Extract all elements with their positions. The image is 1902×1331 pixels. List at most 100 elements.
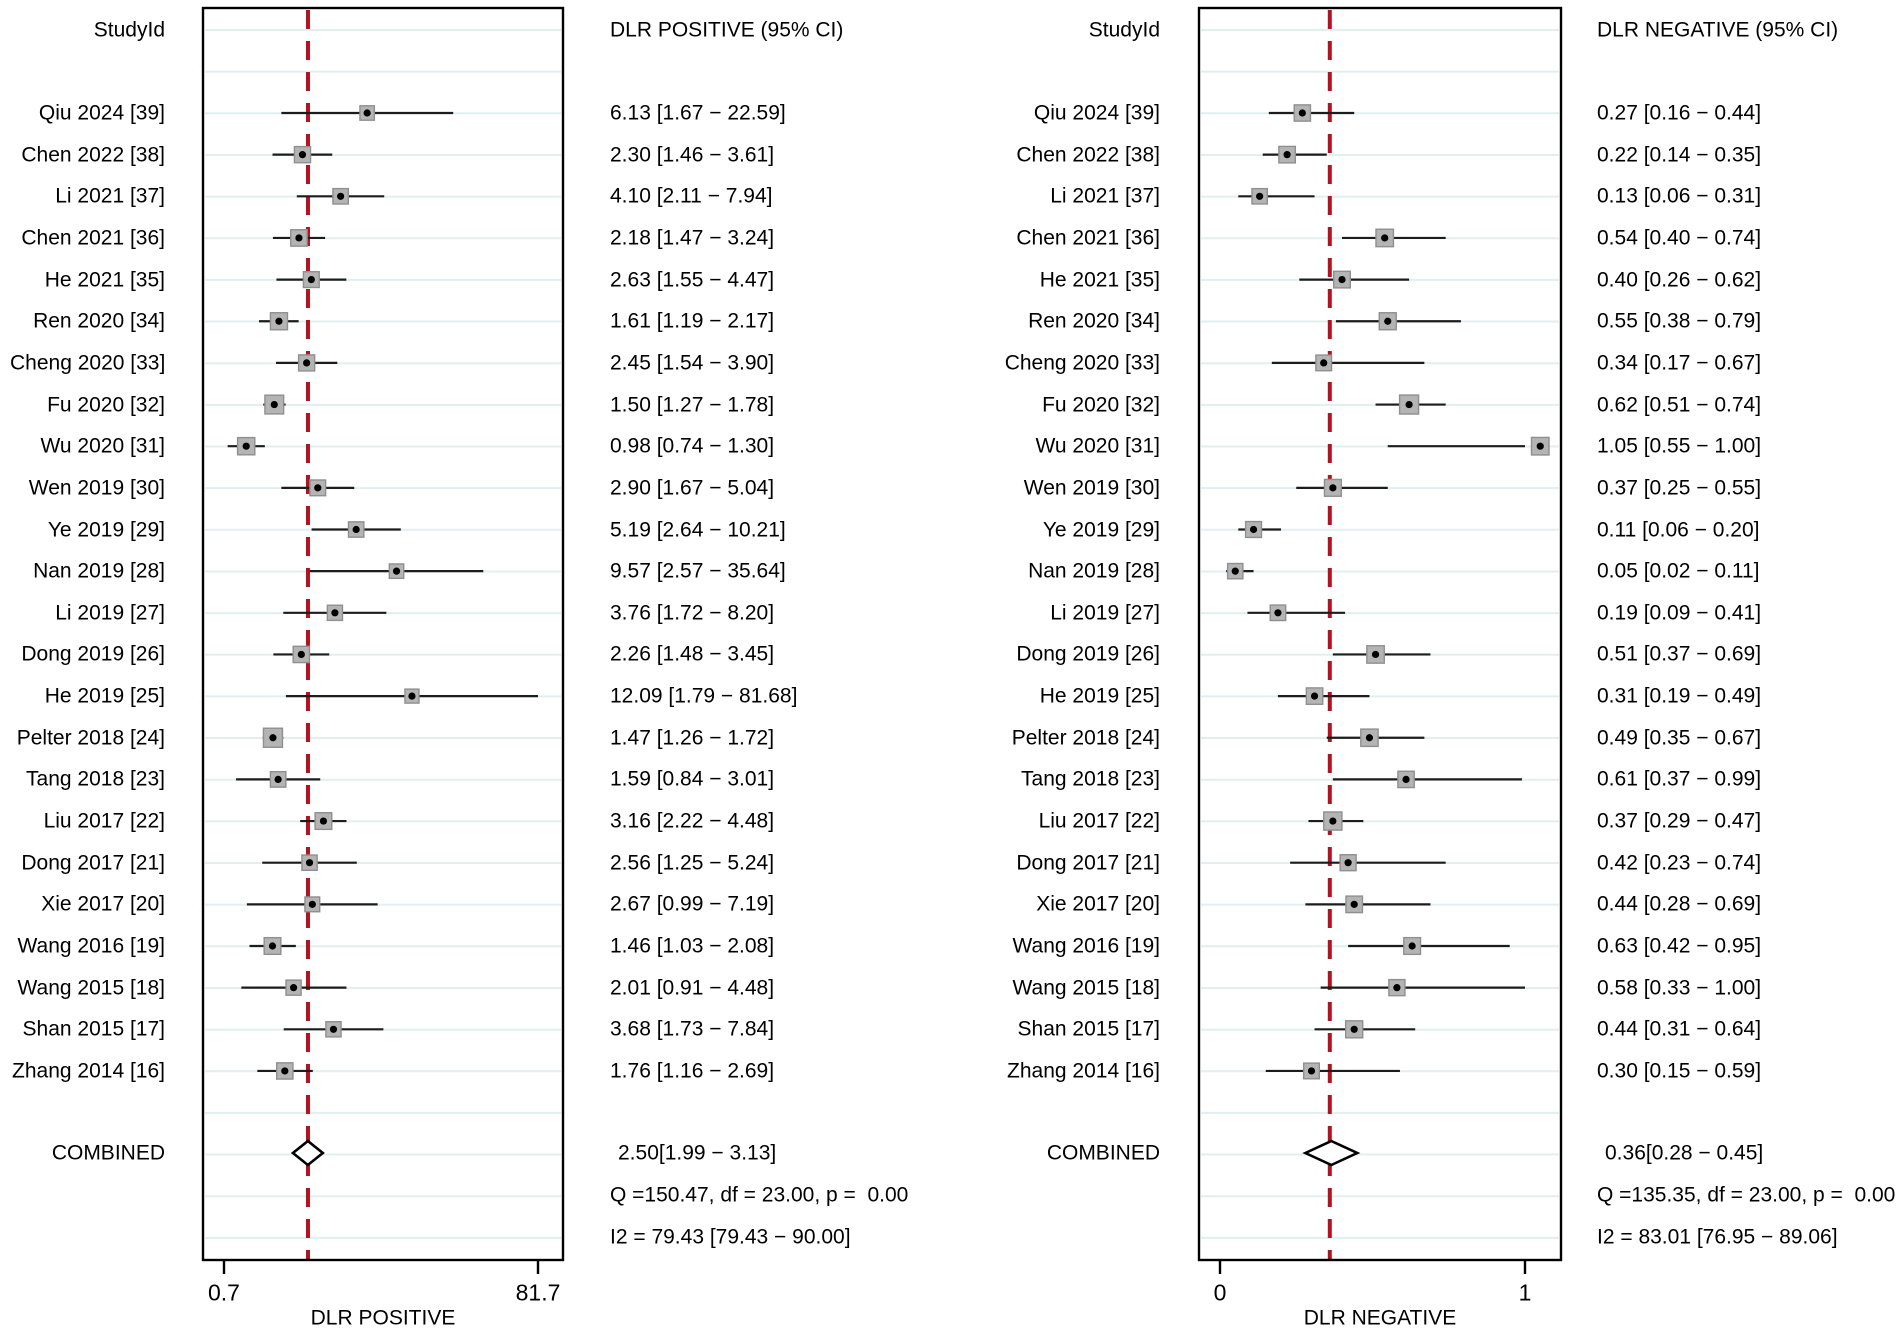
ci-value: 3.68 [1.73 − 7.84] [610, 1017, 775, 1041]
study-label: Ye 2019 [29] [1042, 518, 1160, 541]
point-estimate-dot [303, 359, 311, 367]
study-label: Qiu 2024 [39] [38, 101, 165, 125]
point-estimate-dot [1384, 317, 1392, 325]
ci-value: 1.50 [1.27 − 1.78] [610, 393, 775, 417]
point-estimate-dot [352, 525, 360, 534]
study-label: He 2019 [25] [1039, 684, 1160, 708]
study-label: Wen 2019 [30] [28, 476, 165, 500]
study-label: Wen 2019 [30] [1023, 476, 1160, 500]
point-estimate-dot [1350, 1025, 1358, 1033]
ci-value: 0.05 [0.02 − 0.11] [1597, 559, 1760, 583]
study-label: Ye 2019 [29] [47, 518, 165, 541]
plot-box [1197, 6, 1563, 1262]
study-label: Wang 2015 [18] [17, 976, 166, 1000]
ci-value: 0.98 [0.74 − 1.30] [610, 434, 775, 458]
combined-label-right: COMBINED [1046, 1141, 1160, 1165]
heterogeneity-i2-left: I2 = 79.43 [79.43 − 90.00] [610, 1225, 851, 1249]
ci-value: 2.18 [1.47 − 3.24] [610, 226, 775, 250]
ci-value: 0.62 [0.51 − 0.74] [1597, 393, 1762, 417]
ci-value: 0.58 [0.33 − 1.00] [1597, 976, 1762, 1000]
x-tick-label-right-min: 0 [1213, 1279, 1227, 1306]
studyid-header-left: StudyId [93, 18, 165, 42]
point-estimate-dot [1329, 484, 1337, 492]
combined-label-left: COMBINED [51, 1141, 165, 1165]
point-estimate-dot [408, 692, 416, 700]
ci-value: 5.19 [2.64 − 10.21] [610, 518, 786, 541]
study-label: Chen 2021 [36] [21, 226, 165, 250]
study-label: Liu 2017 [22] [43, 809, 165, 833]
study-label: Ren 2020 [34] [33, 309, 165, 333]
point-estimate-dot [331, 609, 339, 617]
study-label: Li 2021 [37] [55, 184, 165, 208]
ci-value: 0.13 [0.06 − 0.31] [1597, 184, 1762, 208]
point-estimate-dot [268, 942, 277, 950]
study-label: Li 2019 [27] [55, 601, 165, 625]
ci-value: 3.16 [2.22 − 4.48] [610, 809, 775, 833]
study-label: Pelter 2018 [24] [16, 726, 165, 750]
point-estimate-dot [269, 734, 277, 742]
ci-value: 0.55 [0.38 − 0.79] [1597, 309, 1762, 333]
study-label: Wu 2020 [31] [40, 434, 165, 458]
study-label: Dong 2017 [21] [1016, 851, 1160, 875]
heterogeneity-i2-right: I2 = 83.01 [76.95 − 89.06] [1597, 1225, 1838, 1249]
point-estimate-dot [1350, 900, 1358, 908]
ci-value: 1.59 [0.84 − 3.01] [610, 767, 775, 791]
study-label: Dong 2019 [26] [1016, 642, 1160, 666]
point-estimate-dot [305, 859, 314, 867]
point-estimate-dot [308, 900, 316, 908]
study-label: Zhang 2014 [16] [1007, 1059, 1160, 1083]
point-estimate-dot [1338, 276, 1346, 284]
point-estimate-dot [307, 276, 315, 284]
point-estimate-dot [337, 192, 345, 200]
point-estimate-dot [1381, 234, 1389, 242]
point-estimate-dot [1298, 109, 1306, 117]
ci-value: 0.40 [0.26 − 0.62] [1597, 268, 1762, 292]
point-estimate-dot [281, 1067, 289, 1075]
ci-value: 2.90 [1.67 − 5.04] [610, 476, 775, 500]
ci-value: 2.01 [0.91 − 4.48] [610, 976, 775, 1000]
study-label: Li 2021 [37] [1050, 184, 1160, 208]
study-label: Xie 2017 [20] [41, 892, 165, 916]
ci-value: 1.46 [1.03 − 2.08] [610, 934, 775, 958]
point-estimate-dot [1307, 1067, 1316, 1075]
ci-value: 0.30 [0.15 − 0.59] [1597, 1059, 1762, 1083]
study-label: Nan 2019 [28] [1028, 559, 1160, 583]
plot-box [201, 6, 565, 1262]
ci-value: 0.37 [0.29 − 0.47] [1597, 809, 1762, 833]
point-estimate-dot [1283, 151, 1291, 159]
x-tick-label-right-max: 1 [1518, 1279, 1532, 1306]
study-label: He 2021 [35] [44, 268, 165, 292]
point-estimate-dot [1249, 525, 1258, 534]
ci-column-header-left: DLR POSITIVE (95% CI) [610, 18, 844, 42]
point-estimate-dot [275, 317, 283, 325]
heterogeneity-q-left: Q =150.47, df = 23.00, p = 0.00 [610, 1183, 909, 1207]
ci-value: 1.05 [0.55 − 1.00] [1597, 434, 1762, 458]
study-label: Cheng 2020 [33] [1004, 351, 1160, 375]
ci-value: 1.61 [1.19 − 2.17] [610, 309, 775, 333]
ci-value: 0.27 [0.16 − 0.44] [1597, 101, 1762, 125]
study-label: Li 2019 [27] [1050, 601, 1160, 625]
point-estimate-dot [1371, 650, 1380, 659]
ci-value: 2.63 [1.55 − 4.47] [610, 268, 775, 292]
study-label: Fu 2020 [32] [1042, 393, 1160, 417]
point-estimate-dot [289, 984, 298, 992]
point-estimate-dot [298, 151, 307, 159]
ci-value: 0.22 [0.14 − 0.35] [1597, 143, 1762, 167]
point-estimate-dot [314, 484, 322, 492]
point-estimate-dot [1393, 984, 1401, 992]
point-estimate-dot [1274, 609, 1282, 617]
x-axis-title-left: DLR POSITIVE [310, 1306, 456, 1330]
ci-value: 0.44 [0.31 − 0.64] [1597, 1017, 1762, 1041]
ci-value: 1.76 [1.16 − 2.69] [610, 1059, 775, 1083]
study-label: Wu 2020 [31] [1035, 434, 1160, 458]
point-estimate-dot [1256, 192, 1264, 200]
point-estimate-dot [1536, 442, 1544, 450]
ci-value: 6.13 [1.67 − 22.59] [610, 101, 786, 125]
ci-value: 0.19 [0.09 − 0.41] [1597, 601, 1762, 625]
ci-value: 2.26 [1.48 − 3.45] [610, 642, 775, 666]
x-tick-label-left-max: 81.7 [515, 1279, 561, 1306]
study-label: Cheng 2020 [33] [10, 351, 166, 375]
point-estimate-dot [1320, 359, 1328, 367]
